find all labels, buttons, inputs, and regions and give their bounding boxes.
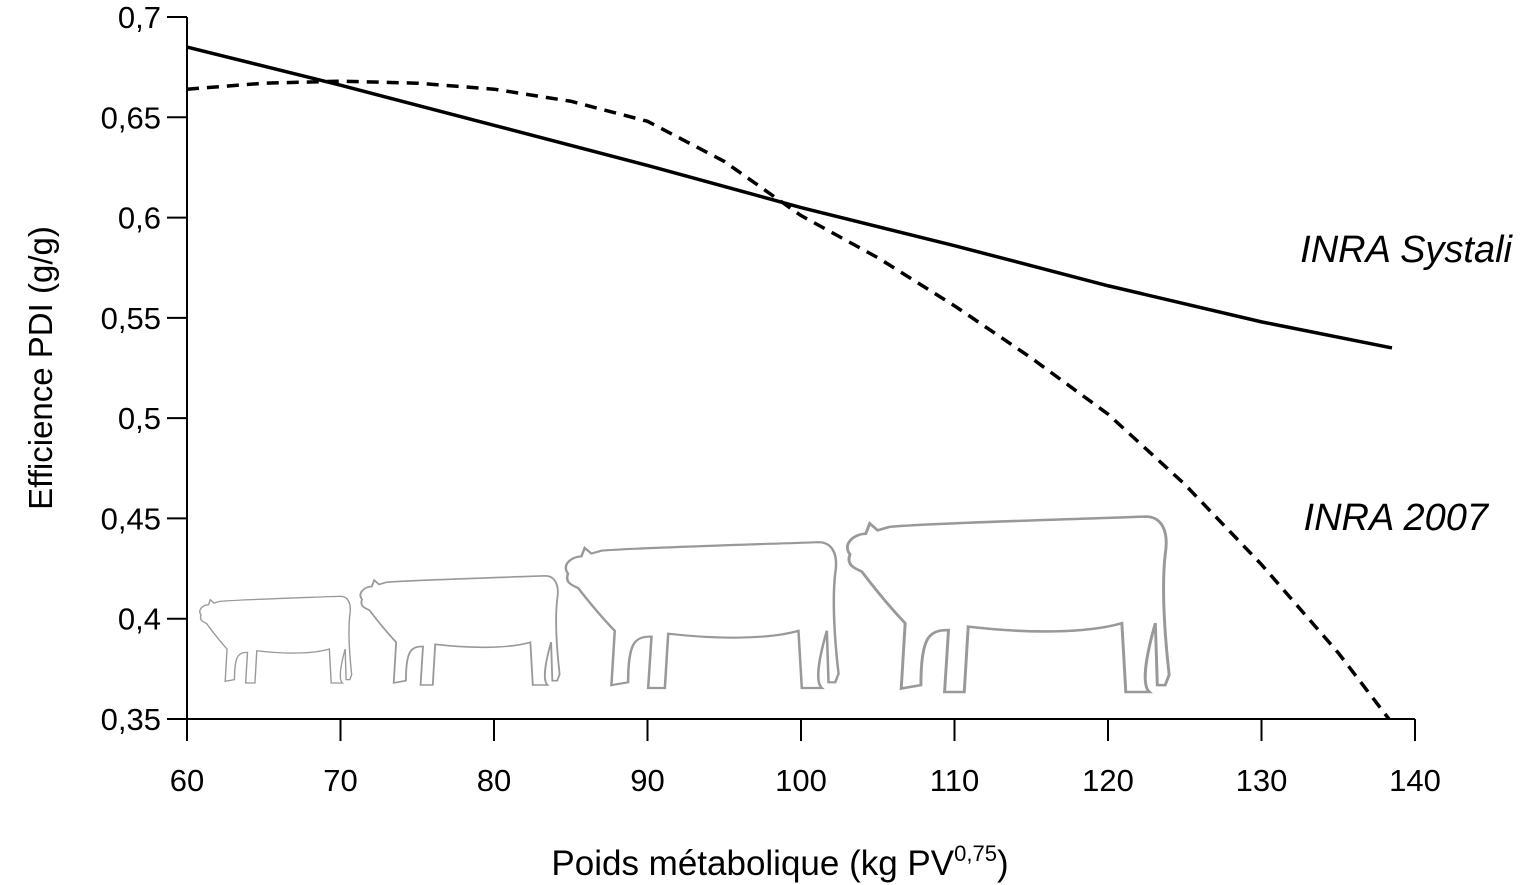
x-axis-label-superscript: 0,75	[954, 841, 997, 866]
cow	[845, 515, 1171, 694]
cow	[359, 574, 561, 686]
y-tick-label: 0,65	[101, 100, 161, 135]
x-tick-label: 110	[930, 763, 979, 798]
x-tick-label: 130	[1236, 763, 1288, 798]
x-tick-label: 90	[630, 763, 664, 798]
x-tick-label: 60	[170, 763, 204, 798]
x-tick-label: 120	[1082, 763, 1134, 798]
series-line	[186, 79, 1391, 721]
x-tick-label: 80	[477, 763, 511, 798]
x-axis-label-main: Poids métabolique (kg PV	[551, 844, 954, 883]
y-axis-label: Efficience PDI (g/g)	[22, 226, 59, 510]
x-axis-label: Poids métabolique (kg PV0,75)	[551, 841, 1008, 883]
series-label: INRA Systali	[1300, 229, 1513, 271]
y-tick-label: 0,45	[101, 501, 161, 536]
y-tick-label: 0,55	[101, 301, 161, 336]
x-tick-label: 140	[1389, 763, 1441, 798]
y-tick-label: 0,35	[101, 702, 161, 737]
series-label: INRA 2007	[1304, 497, 1490, 539]
series-line	[186, 45, 1393, 350]
y-tick-label: 0,5	[118, 401, 161, 436]
y-tick-label: 0,7	[118, 0, 161, 35]
cow	[199, 595, 353, 684]
y-tick-label: 0,4	[118, 602, 161, 637]
y-tick-label: 0,6	[118, 201, 161, 236]
cow-illustrations	[199, 515, 1171, 694]
cow	[564, 540, 840, 690]
x-tick-label: 70	[323, 763, 357, 798]
x-tick-label: 100	[775, 763, 827, 798]
x-axis-label-end: )	[997, 844, 1009, 883]
